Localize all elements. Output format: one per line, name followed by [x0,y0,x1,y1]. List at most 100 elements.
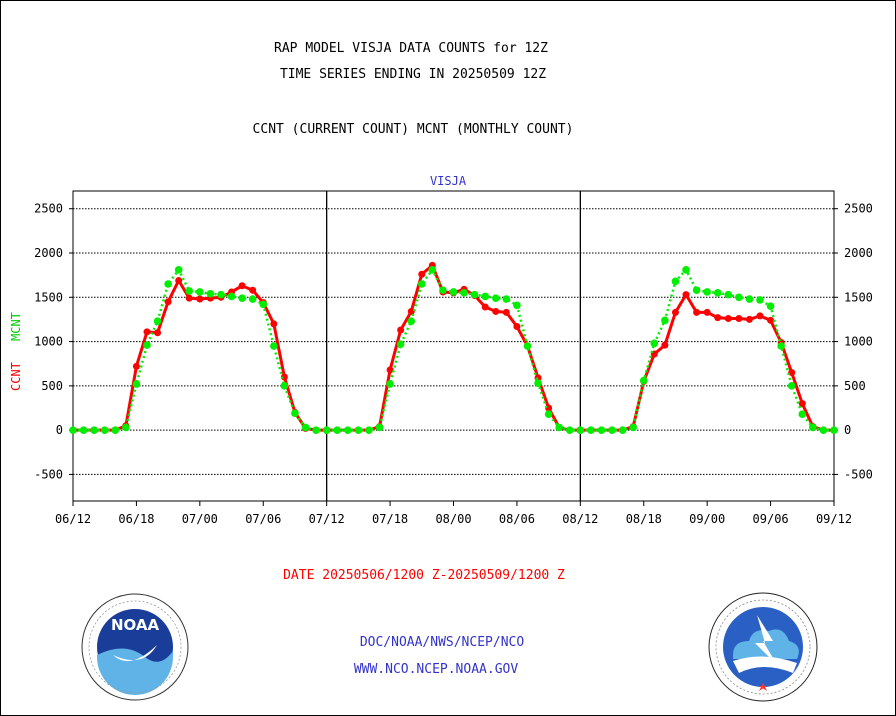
data-point-mcnt [523,342,532,350]
header-subtitle: TIME SERIES ENDING IN 20250509 12Z [280,67,546,82]
data-point-mcnt [830,426,838,434]
data-point-ccnt [492,307,500,315]
data-point-ccnt [249,286,257,294]
data-point-mcnt [386,380,394,388]
data-point-mcnt [692,286,701,295]
data-point-mcnt [280,382,289,390]
y-tick-label-left: 1000 [34,335,63,349]
data-point-mcnt [439,286,447,295]
x-tick-label: 07/12 [309,512,345,526]
data-point-mcnt [143,341,151,349]
x-tick-label: 06/18 [118,512,154,526]
data-point-mcnt [396,340,405,349]
data-point-mcnt [365,426,373,434]
data-point-mcnt [301,423,310,432]
data-point-mcnt [227,292,236,301]
data-point-mcnt [90,426,98,434]
y-tick-label-left: -500 [34,467,63,481]
y-tick-label-right: 1000 [844,335,873,349]
data-point-mcnt [344,426,352,434]
y-tick-label-left: 0 [56,423,63,437]
data-point-mcnt [407,317,416,326]
y-tick-label-right: 1500 [844,290,873,304]
data-point-mcnt [735,293,743,302]
data-point-mcnt [618,426,627,434]
data-point-mcnt [481,292,490,301]
data-point-ccnt [671,308,679,316]
y-tick-label-left: 1500 [34,290,63,304]
data-point-mcnt [291,409,299,418]
x-tick-label: 06/12 [55,512,91,526]
data-point-ccnt [143,328,151,336]
nws-logo [708,592,818,702]
data-point-mcnt [164,280,172,288]
data-point-ccnt [418,270,426,278]
data-point-mcnt [206,289,215,298]
x-tick-label: 07/18 [372,512,408,526]
date-range-label: DATE 20250506/1200 Z-20250509/1200 Z [283,568,565,583]
data-point-mcnt [555,423,563,432]
data-point-ccnt [724,315,732,323]
noaa-logo: NOAA [81,593,189,701]
data-point-mcnt [608,426,616,434]
data-point-mcnt [417,280,426,288]
website-label: WWW.NCO.NCEP.NOAA.GOV [354,662,519,677]
data-point-mcnt [449,288,458,296]
data-point-mcnt [185,287,194,295]
data-point-mcnt [629,423,637,432]
series-line-ccnt [73,277,327,432]
data-point-mcnt [100,426,109,434]
y-tick-label-right: -500 [844,467,873,481]
y-tick-label-right: 500 [844,379,866,393]
x-tick-label: 09/12 [816,512,852,526]
data-point-mcnt [798,410,807,419]
data-point-ccnt [502,308,510,316]
data-point-mcnt [819,426,828,434]
y-tick-label-left: 2500 [34,202,63,216]
data-point-ccnt [196,295,204,303]
org-path-label: DOC/NOAA/NWS/NCEP/NCO [360,635,525,650]
data-point-mcnt [809,423,817,432]
data-point-ccnt [154,329,162,337]
plot-border [72,190,835,502]
x-tick-label: 08/12 [562,512,598,526]
data-point-mcnt [597,426,606,434]
data-point-ccnt [132,362,140,370]
data-point-mcnt [787,382,796,390]
data-point-mcnt [153,317,162,326]
data-point-ccnt [386,366,394,374]
data-point-mcnt [639,376,648,385]
x-tick-label: 08/00 [435,512,471,526]
x-tick-label: 09/00 [689,512,725,526]
x-tick-label: 08/18 [626,512,662,526]
data-point-mcnt [661,316,669,325]
data-point-mcnt [756,296,764,304]
data-point-mcnt [513,301,521,310]
chart-title: VISJA [430,174,467,188]
data-point-mcnt [428,266,437,274]
data-point-ccnt [513,323,521,331]
y-tick-label-right: 2000 [844,246,873,260]
plot-area: -500 -500 0 0 500 500 1000 1000 1500 1500 2000 2000… [34,190,873,526]
data-point-mcnt [491,294,500,302]
header-title: RAP MODEL VISJA DATA COUNTS for 12Z [274,41,548,56]
data-point-ccnt [238,282,246,290]
data-point-mcnt [671,277,680,286]
data-point-ccnt [788,369,796,377]
data-point-mcnt [470,290,479,299]
data-point-mcnt [248,295,257,303]
data-point-mcnt [312,426,320,434]
data-point-mcnt [69,426,77,434]
data-point-mcnt [587,426,595,434]
data-point-ccnt [682,291,690,299]
data-point-mcnt [682,266,690,274]
data-point-mcnt [534,379,542,388]
data-point-ccnt [735,315,743,323]
data-point-ccnt [703,308,711,316]
data-point-mcnt [460,289,468,297]
y-label-mcnt: MCNT [9,312,23,341]
data-point-ccnt [280,373,288,381]
data-point-mcnt [122,423,130,432]
